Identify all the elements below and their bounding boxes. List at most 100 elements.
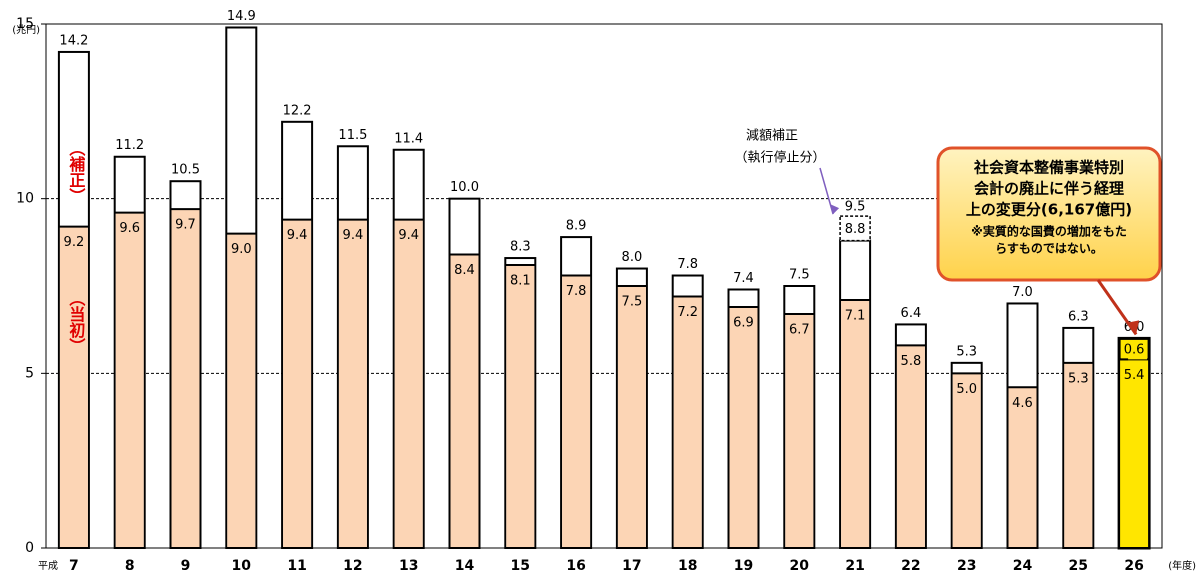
- x-tick-label: 23: [957, 558, 976, 574]
- total-label: 14.2: [59, 33, 88, 48]
- x-tick-label: 9: [181, 558, 191, 574]
- y-unit: (兆円): [12, 24, 40, 36]
- initial-label: 9.6: [119, 221, 140, 236]
- y-tick-label: 10: [16, 191, 34, 207]
- initial-bar: [562, 275, 591, 547]
- callout-box: [936, 146, 1162, 282]
- x-tick-label: 16: [566, 558, 585, 574]
- plot-frame: [45, 23, 1163, 549]
- total-label: 10.5: [171, 163, 200, 178]
- x-tick-label: 11: [287, 558, 306, 574]
- initial-label: 7.1: [845, 308, 866, 323]
- total-label: 8.0: [622, 250, 643, 265]
- total-label: 10.0: [450, 180, 479, 195]
- initial-label: 6.7: [789, 322, 810, 337]
- x-tick-label: 21: [845, 558, 864, 574]
- initial-bar: [1120, 359, 1149, 547]
- x-tick-label: 18: [678, 558, 697, 574]
- legend-label: （当初）: [66, 290, 85, 354]
- initial-label: 5.4: [1124, 368, 1145, 383]
- x-tick-label: 25: [1069, 558, 1088, 574]
- initial-bar: [506, 265, 535, 547]
- x-tick-label: 7: [69, 558, 79, 574]
- callout-text: 上の変更分(6,167億円): [966, 201, 1132, 219]
- reduction-text: （執行停止分）: [734, 150, 825, 166]
- initial-bar: [394, 219, 423, 548]
- callout-note: らすものではない。: [995, 242, 1103, 256]
- initial-bar: [952, 373, 981, 547]
- initial-bar: [896, 345, 925, 547]
- initial-bar: [841, 299, 870, 547]
- total-label: 7.8: [677, 257, 698, 272]
- initial-label: 7.5: [622, 295, 643, 310]
- initial-label: 9.7: [175, 218, 196, 233]
- x-tick-label: 13: [399, 558, 418, 574]
- x-tick-label: 17: [622, 558, 641, 574]
- y-tick-label: 15: [16, 16, 34, 32]
- initial-bar: [59, 226, 88, 547]
- initial-label: 7.8: [566, 284, 587, 299]
- x-tick-label: 22: [901, 558, 920, 574]
- total-label: 14.9: [227, 9, 256, 24]
- transfer-label: 0.6: [1124, 342, 1145, 357]
- x-tick-label: 20: [790, 558, 810, 574]
- initial-bar: [450, 254, 479, 547]
- transfer-segment: [1121, 340, 1148, 360]
- initial-label: 9.4: [287, 228, 308, 243]
- initial-bar: [673, 296, 702, 547]
- callout-arrow: [1096, 279, 1138, 336]
- callout-text: 会計の廃止に伴う経理: [974, 180, 1124, 198]
- x-tick-label: 24: [1013, 558, 1033, 574]
- callout-arrow-head: [1129, 320, 1140, 335]
- initial-bar: [785, 313, 814, 547]
- callout-note: ※実質的な国費の増加をもた: [971, 224, 1127, 239]
- total-label: 8.3: [510, 240, 531, 255]
- initial-label: 4.6: [1012, 396, 1033, 411]
- total-label: 8.8: [845, 222, 866, 237]
- callout-text: 社会資本整備事業特別: [973, 159, 1124, 177]
- initial-bar: [1008, 387, 1037, 547]
- x-tick-label: 26: [1124, 558, 1143, 574]
- total-label: 11.4: [394, 131, 423, 146]
- total-label: 8.9: [566, 219, 587, 234]
- initial-bar: [227, 233, 256, 547]
- total-label: 6.4: [901, 306, 922, 321]
- x-tick-label: 12: [343, 558, 362, 574]
- initial-label: 9.4: [343, 228, 364, 243]
- reduction-box: [839, 215, 871, 242]
- total-label: 7.5: [789, 268, 810, 283]
- initial-bar: [338, 219, 367, 548]
- initial-bar: [283, 219, 312, 548]
- reduction-text: 減額補正: [746, 128, 798, 144]
- initial-label: 5.8: [901, 354, 922, 369]
- initial-label: 7.2: [677, 305, 698, 320]
- total-label: 11.5: [338, 128, 367, 143]
- x-tick-label: 10: [232, 558, 252, 574]
- initial-bar: [171, 209, 200, 547]
- x-tick-label: 14: [455, 558, 475, 574]
- initial-label: 9.0: [231, 242, 252, 257]
- legend-label: （補正）: [66, 140, 86, 204]
- reduction-arrow-head: [830, 204, 840, 215]
- initial-label: 8.4: [454, 263, 475, 278]
- initial-label: 5.3: [1068, 371, 1089, 386]
- initial-label: 8.1: [510, 274, 531, 289]
- initial-label: 6.9: [733, 315, 754, 330]
- initial-bar: [115, 212, 144, 547]
- x-tick-label: 15: [511, 558, 530, 574]
- total-label: 12.2: [283, 103, 312, 118]
- initial-bar: [729, 306, 758, 547]
- x-tick-label: 19: [734, 558, 753, 574]
- reduction-value: 9.5: [845, 200, 866, 215]
- x-unit: (年度): [1168, 559, 1196, 572]
- initial-label: 9.2: [64, 235, 85, 250]
- initial-label: 5.0: [956, 382, 977, 397]
- x-tick-label: 8: [125, 558, 135, 574]
- total-label: 7.4: [733, 271, 754, 286]
- x-prefix: 平成: [38, 560, 58, 572]
- y-tick-label: 0: [25, 540, 34, 556]
- total-label: 7.0: [1012, 285, 1033, 300]
- initial-bar: [1064, 362, 1093, 547]
- total-label: 5.3: [956, 344, 977, 359]
